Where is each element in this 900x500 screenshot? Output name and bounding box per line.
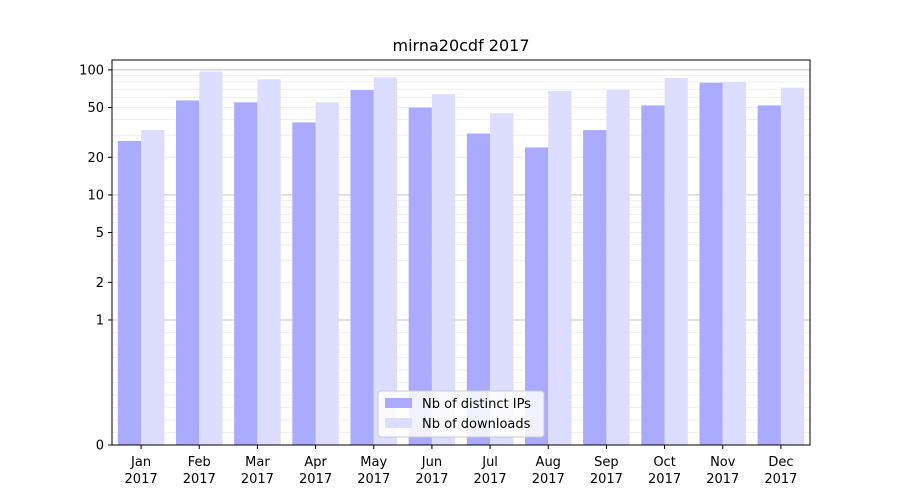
- y-tick-label: 1: [96, 313, 104, 328]
- bar-downloads: [664, 78, 688, 446]
- x-tick-label-year: 2017: [183, 472, 216, 487]
- x-tick-label-month: Nov: [710, 455, 736, 470]
- legend-label: Nb of downloads: [422, 417, 531, 432]
- bar-distinct-ips: [641, 105, 665, 446]
- y-tick-label: 10: [87, 188, 104, 203]
- bar-distinct-ips: [583, 130, 607, 445]
- bar-distinct-ips: [757, 105, 781, 446]
- bar-downloads: [780, 87, 805, 445]
- y-tick-label: 2: [96, 276, 104, 291]
- plot-frame: [111, 59, 811, 446]
- bar-distinct-ips: [117, 140, 142, 445]
- bar-distinct-ips: [350, 90, 374, 446]
- y-tick-label: 20: [87, 151, 104, 166]
- x-tick-label-month: Dec: [768, 455, 793, 470]
- legend-swatch: [385, 398, 412, 408]
- bar-distinct-ips: [175, 100, 200, 445]
- x-tick-label-year: 2017: [415, 472, 448, 487]
- x-tick-label-year: 2017: [125, 472, 158, 487]
- x-tick-label-month: Jul: [481, 455, 498, 470]
- x-tick-label-month: Jun: [421, 455, 442, 470]
- bar-distinct-ips: [524, 147, 549, 446]
- x-tick-label-month: Feb: [188, 455, 211, 470]
- grid-layer: [112, 69, 810, 433]
- x-tick-label-month: Aug: [536, 455, 561, 470]
- bar-downloads: [722, 82, 747, 445]
- x-tick-label-month: Jan: [130, 455, 151, 470]
- bar-distinct-ips: [408, 107, 432, 446]
- x-tick-label-year: 2017: [241, 472, 274, 487]
- x-tick-label-year: 2017: [474, 472, 507, 487]
- bar-downloads: [373, 77, 398, 445]
- chart-title: mirna20cdf 2017: [392, 36, 529, 55]
- legend-swatch: [385, 418, 412, 428]
- x-tick-label-month: Apr: [304, 455, 327, 470]
- x-tick-label-year: 2017: [532, 472, 565, 487]
- legend-label: Nb of distinct IPs: [422, 397, 531, 412]
- y-tick-label: 100: [79, 63, 104, 78]
- bars-layer: [117, 71, 805, 446]
- x-axis: Jan 2017 Feb 2017 Mar 2017 Apr 2017 May 2017 Jun 20…: [125, 445, 797, 487]
- bar-downloads: [490, 113, 514, 445]
- x-tick-label-month: May: [360, 455, 387, 470]
- bar-distinct-ips: [292, 122, 316, 445]
- y-tick-label: 5: [96, 226, 104, 241]
- bar-downloads: [199, 71, 223, 445]
- x-tick-label-month: Oct: [653, 455, 675, 470]
- x-tick-label-year: 2017: [764, 472, 797, 487]
- bar-distinct-ips: [234, 102, 258, 445]
- x-tick-label-year: 2017: [706, 472, 739, 487]
- x-tick-label-year: 2017: [648, 472, 681, 487]
- legend-box: [377, 390, 545, 438]
- y-tick-label: 0: [96, 439, 104, 454]
- x-tick-label-year: 2017: [357, 472, 390, 487]
- y-axis: 0 1 2 5 10 20 50 100: [79, 63, 112, 454]
- y-tick-label: 50: [87, 101, 104, 116]
- bar-downloads: [606, 90, 630, 446]
- bar-distinct-ips: [699, 82, 723, 445]
- x-tick-label-month: Mar: [245, 455, 270, 470]
- x-tick-label-year: 2017: [299, 472, 332, 487]
- x-tick-label-month: Sep: [594, 455, 619, 470]
- legend: Nb of distinct IPs Nb of downloads: [377, 390, 545, 438]
- x-tick-label-year: 2017: [590, 472, 623, 487]
- bar-distinct-ips: [466, 133, 491, 445]
- bar-downloads: [257, 79, 281, 446]
- bar-downloads: [141, 130, 165, 445]
- bar-downloads: [315, 102, 339, 445]
- bar-downloads: [431, 94, 456, 446]
- bar-downloads: [548, 90, 572, 446]
